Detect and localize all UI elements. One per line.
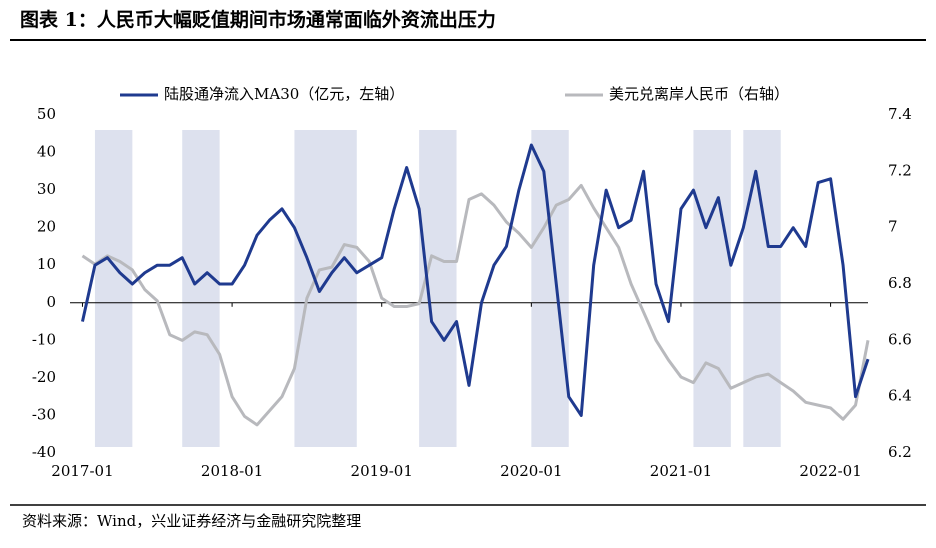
y2-tick-label: 6.8 bbox=[888, 274, 912, 292]
y2-tick-label: 7 bbox=[888, 218, 898, 236]
x-tick-label: 2019-01 bbox=[351, 462, 413, 480]
y-tick-label: -30 bbox=[32, 405, 56, 423]
shaded-period bbox=[693, 130, 731, 447]
y-tick-label: 20 bbox=[37, 218, 56, 236]
y-tick-label: 30 bbox=[37, 180, 56, 198]
source-note: 资料来源：Wind，兴业证券经济与金融研究院整理 bbox=[22, 512, 361, 530]
shaded-period bbox=[743, 130, 781, 447]
y2-tick-label: 7.4 bbox=[888, 105, 912, 123]
y-tick-label: 0 bbox=[46, 293, 56, 311]
shaded-period bbox=[294, 130, 357, 447]
series-line bbox=[81, 143, 870, 417]
shaded-period bbox=[94, 130, 133, 447]
legend-label: 陆股通净流入MA30（亿元，左轴） bbox=[164, 85, 404, 103]
y-tick-label: 50 bbox=[37, 105, 56, 123]
x-tick-label: 2020-01 bbox=[500, 462, 562, 480]
shaded-period bbox=[419, 130, 457, 447]
y2-tick-label: 6.2 bbox=[888, 443, 912, 461]
x-tick-label: 2021-01 bbox=[650, 462, 712, 480]
legend-label: 美元兑离岸人民币（右轴） bbox=[609, 85, 789, 103]
y2-tick-label: 6.4 bbox=[888, 387, 912, 405]
y2-tick-label: 6.6 bbox=[888, 330, 912, 348]
x-tick-label: 2018-01 bbox=[201, 462, 263, 480]
shaded-period bbox=[531, 130, 569, 447]
y-tick-label: -20 bbox=[32, 368, 56, 386]
series-line bbox=[81, 183, 870, 427]
chart-title: 图表 1：人民币大幅贬值期间市场通常面临外资流出压力 bbox=[20, 8, 496, 31]
y-tick-label: -40 bbox=[32, 443, 56, 461]
x-tick-label: 2022-01 bbox=[799, 462, 861, 480]
y-tick-label: 40 bbox=[37, 143, 56, 161]
y-tick-label: -10 bbox=[32, 330, 56, 348]
shaded-period bbox=[182, 130, 220, 447]
y2-tick-label: 7.2 bbox=[888, 161, 912, 179]
y-tick-label: 10 bbox=[37, 255, 56, 273]
x-tick-label: 2017-01 bbox=[51, 462, 113, 480]
